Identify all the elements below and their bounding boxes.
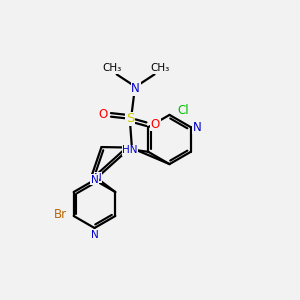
Text: N: N <box>131 82 140 95</box>
Text: N: N <box>94 172 102 183</box>
Text: O: O <box>151 118 160 131</box>
Text: O: O <box>98 108 107 122</box>
Text: N: N <box>91 175 98 185</box>
Text: Cl: Cl <box>177 104 189 117</box>
Text: CH₃: CH₃ <box>150 63 169 74</box>
Text: N: N <box>91 230 98 240</box>
Text: N: N <box>193 121 202 134</box>
Text: Br: Br <box>54 208 67 221</box>
Text: CH₃: CH₃ <box>102 63 121 74</box>
Text: HN: HN <box>122 145 138 155</box>
Text: S: S <box>126 112 134 125</box>
